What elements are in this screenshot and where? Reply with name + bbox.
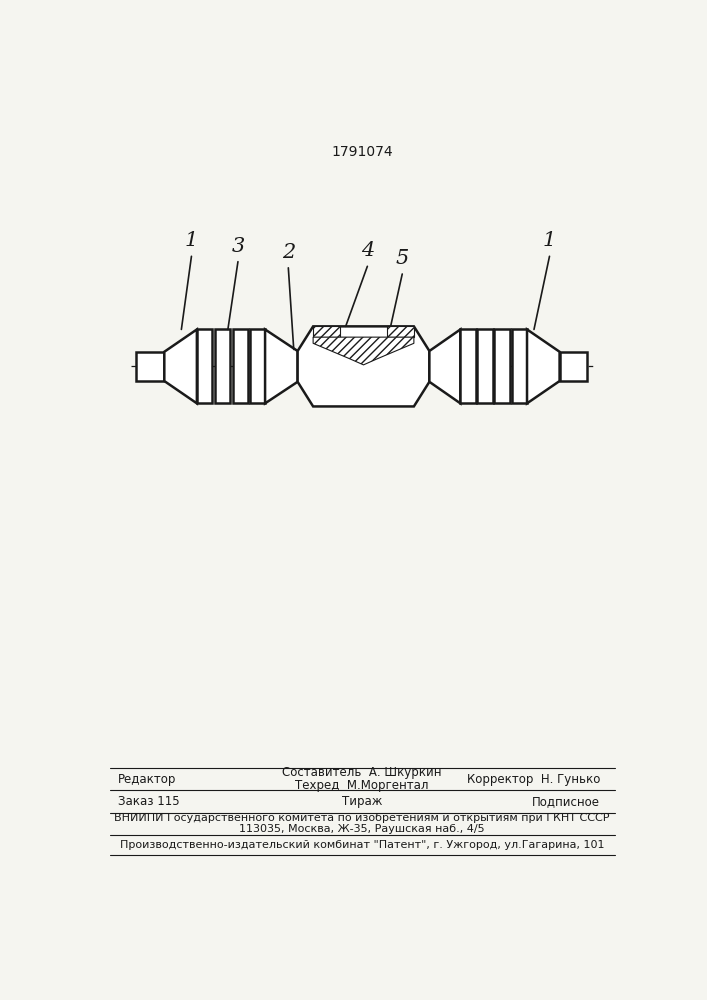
Text: ВНИИПИ Государственного комитета по изобретениям и открытиям при ГКНТ СССР: ВНИИПИ Государственного комитета по изоб…	[115, 813, 609, 823]
Polygon shape	[298, 326, 429, 406]
Polygon shape	[387, 326, 414, 337]
Polygon shape	[164, 329, 197, 403]
Polygon shape	[429, 329, 460, 403]
Text: 113035, Москва, Ж-35, Раушская наб., 4/5: 113035, Москва, Ж-35, Раушская наб., 4/5	[239, 824, 485, 834]
Text: 1: 1	[185, 231, 198, 250]
Text: 4: 4	[361, 241, 374, 260]
Polygon shape	[265, 329, 298, 403]
Text: Составитель  А. Шкуркин: Составитель А. Шкуркин	[282, 766, 442, 779]
Polygon shape	[197, 329, 212, 403]
Polygon shape	[494, 329, 510, 403]
Text: Заказ 115: Заказ 115	[118, 795, 180, 808]
Text: 2: 2	[281, 243, 295, 262]
Polygon shape	[136, 352, 164, 381]
Text: 5: 5	[396, 249, 409, 268]
Text: 1: 1	[543, 231, 556, 250]
Polygon shape	[527, 329, 559, 403]
Text: Корректор  Н. Гунько: Корректор Н. Гунько	[467, 773, 600, 786]
Polygon shape	[233, 329, 248, 403]
Text: Редактор: Редактор	[118, 773, 176, 786]
Polygon shape	[250, 329, 265, 403]
Text: Техред  М.Моргентал: Техред М.Моргентал	[296, 779, 428, 792]
Polygon shape	[215, 329, 230, 403]
Polygon shape	[512, 329, 527, 403]
Polygon shape	[559, 352, 588, 381]
Polygon shape	[313, 326, 340, 337]
Text: 1791074: 1791074	[331, 145, 393, 159]
Text: 3: 3	[231, 237, 245, 256]
Text: Производственно-издательский комбинат "Патент", г. Ужгород, ул.Гагарина, 101: Производственно-издательский комбинат "П…	[119, 840, 604, 850]
Text: Подписное: Подписное	[532, 795, 600, 808]
Polygon shape	[460, 329, 476, 403]
Text: Тираж: Тираж	[341, 795, 382, 808]
Polygon shape	[313, 337, 414, 365]
Polygon shape	[477, 329, 493, 403]
